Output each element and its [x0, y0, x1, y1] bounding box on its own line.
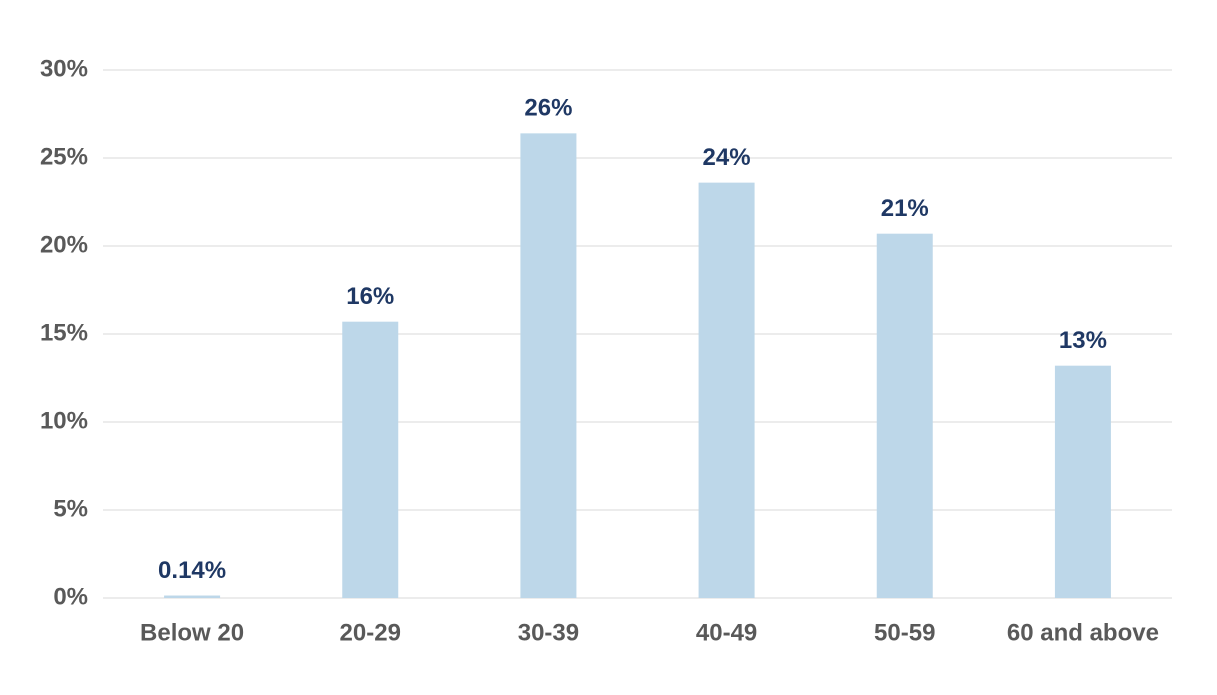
bar	[342, 321, 399, 598]
value-label: 21%	[881, 195, 929, 222]
value-label: 0.14%	[158, 557, 226, 584]
x-tick-label: 40-49	[696, 619, 757, 646]
bar	[1054, 365, 1111, 598]
bar	[876, 233, 933, 598]
value-label: 13%	[1059, 327, 1107, 354]
value-label: 24%	[703, 144, 751, 171]
bar	[164, 595, 221, 598]
x-tick-label: 50-59	[874, 619, 935, 646]
value-label: 16%	[346, 283, 394, 310]
x-tick-label: 30-39	[518, 619, 579, 646]
x-tick-label: 60 and above	[1007, 619, 1159, 646]
bar	[520, 133, 577, 599]
y-tick-label: 30%	[40, 55, 88, 82]
y-tick-label: 10%	[40, 407, 88, 434]
y-tick-label: 25%	[40, 143, 88, 170]
x-tick-label: Below 20	[140, 619, 244, 646]
y-tick-label: 15%	[40, 319, 88, 346]
bar	[698, 182, 755, 598]
y-tick-label: 5%	[53, 495, 88, 522]
x-tick-label: 20-29	[340, 619, 401, 646]
y-tick-label: 0%	[53, 583, 88, 610]
y-tick-label: 20%	[40, 231, 88, 258]
value-label: 26%	[524, 95, 572, 122]
